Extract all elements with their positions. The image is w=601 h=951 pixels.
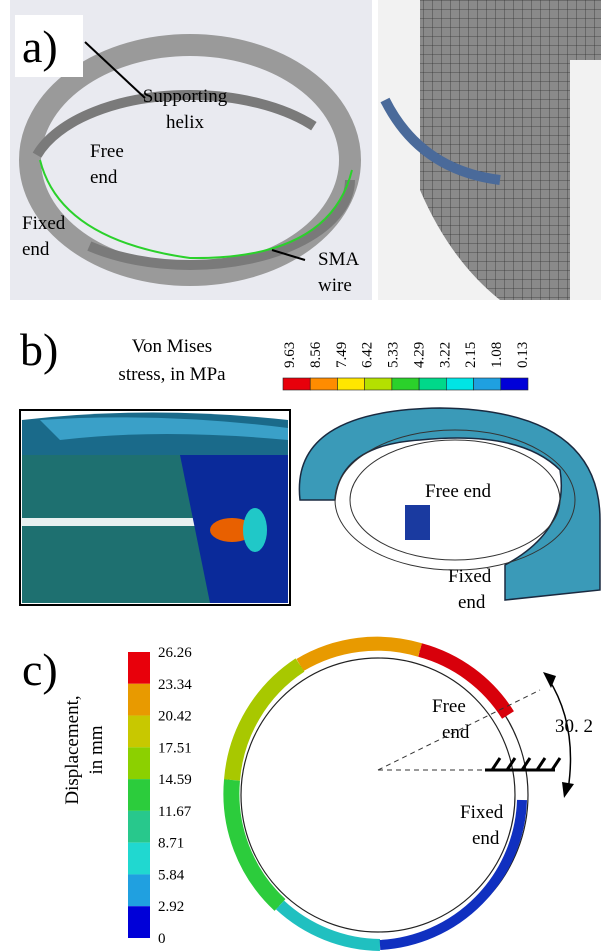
colorbar-title: in mm [86, 725, 107, 774]
fixed-support [485, 758, 560, 770]
fe-end [405, 505, 430, 540]
annotation: end [472, 828, 500, 849]
annotation: end [442, 722, 470, 743]
colorbar-segment [128, 684, 150, 716]
colorbar-title: Displacement, [62, 695, 83, 804]
disp-arc [300, 644, 420, 665]
annotation: Fixed [460, 802, 504, 823]
colorbar-label: 3.22 [437, 342, 453, 368]
panel-a: a) Supporting helix Free end Fixed end S… [10, 0, 601, 300]
colorbar-tick: 9.63 [282, 342, 298, 368]
disp-arc [231, 780, 280, 905]
colorbar-label: 20.42 [158, 709, 192, 725]
colorbar-segment [128, 843, 150, 875]
colorbar-segment [337, 378, 364, 390]
colorbar-title: stress, in MPa [118, 364, 226, 385]
colorbar-segment [128, 779, 150, 811]
colorbar-label: 17.51 [158, 740, 192, 756]
colorbar-segment [474, 378, 501, 390]
annotation: Free [90, 141, 124, 162]
disp-arc [280, 905, 380, 945]
colorbar-label: 2.15 [463, 342, 479, 368]
panel-label: b) [20, 324, 58, 375]
annotation: Supporting [143, 86, 228, 107]
colorbar-label: 8.56 [308, 341, 324, 368]
panel-c: c) Displacement, in mm 30. 2 Free end Fi… [22, 644, 593, 947]
panel-label: a) [22, 21, 58, 72]
annotation: helix [166, 112, 204, 133]
colorbar-tick: 7.49 [334, 342, 350, 368]
colorbar-tick: 2.15 [463, 342, 479, 368]
annotation: Fixed [22, 213, 66, 234]
colorbar-segment [419, 378, 446, 390]
colorbar-segment [310, 378, 337, 390]
annotation: SMA [318, 249, 359, 270]
colorbar-label: 26.26 [158, 645, 192, 661]
annotation: end [90, 167, 118, 188]
colorbar-segment [365, 378, 392, 390]
annotation: end [22, 239, 50, 260]
annotation: Fixed [448, 566, 492, 587]
colorbar-label: 14.59 [158, 772, 192, 788]
colorbar-tick: 6.42 [360, 342, 376, 368]
panel-label: c) [22, 644, 58, 695]
colorbar-label: 7.49 [334, 342, 350, 368]
colorbar-tick: 4.29 [411, 342, 427, 368]
colorbar-segment [128, 874, 150, 906]
colorbar-label: 6.42 [360, 342, 376, 368]
colorbar-label: 4.29 [411, 342, 427, 368]
colorbar-segment [128, 747, 150, 779]
colorbar-title: Von Mises [132, 336, 212, 357]
colorbar-segment [501, 378, 528, 390]
colorbar-segment [128, 906, 150, 938]
colorbar-tick: 0.13 [515, 342, 531, 368]
colorbar-segment [128, 716, 150, 748]
colorbar-segment [392, 378, 419, 390]
colorbar-tick: 1.08 [489, 342, 505, 368]
annotation: wire [318, 275, 352, 296]
colorbar-segment [128, 811, 150, 843]
figure: a) Supporting helix Free end Fixed end S… [0, 0, 601, 951]
annotation: end [458, 592, 486, 613]
colorbar-label: 0 [158, 931, 166, 947]
annotation: Free [432, 696, 466, 717]
colorbar-label: 8.71 [158, 836, 184, 852]
colorbar-tick: 8.56 [308, 341, 324, 368]
colorbar-label: 9.63 [282, 342, 298, 368]
colorbar-tick: 5.33 [386, 342, 402, 368]
colorbar-label: 23.34 [158, 677, 192, 693]
disp-arc [232, 665, 300, 780]
colorbar-segment [446, 378, 473, 390]
annotation: Free end [425, 481, 491, 502]
colorbar-label: 11.67 [158, 804, 192, 820]
colorbar-segment [128, 652, 150, 684]
annotation: 30. 2 [555, 716, 593, 737]
ring [241, 658, 515, 932]
colorbar-label: 5.84 [158, 867, 185, 883]
colorbar-label: 0.13 [515, 342, 531, 368]
panel-b: b) Von Mises stress, in MPa Free end Fix… [20, 324, 600, 613]
colorbar-label: 2.92 [158, 899, 184, 915]
colorbar-tick: 3.22 [437, 342, 453, 368]
fe-hotspot [243, 508, 267, 552]
colorbar-label: 1.08 [489, 342, 505, 368]
colorbar-segment [283, 378, 310, 390]
colorbar-label: 5.33 [386, 342, 402, 368]
